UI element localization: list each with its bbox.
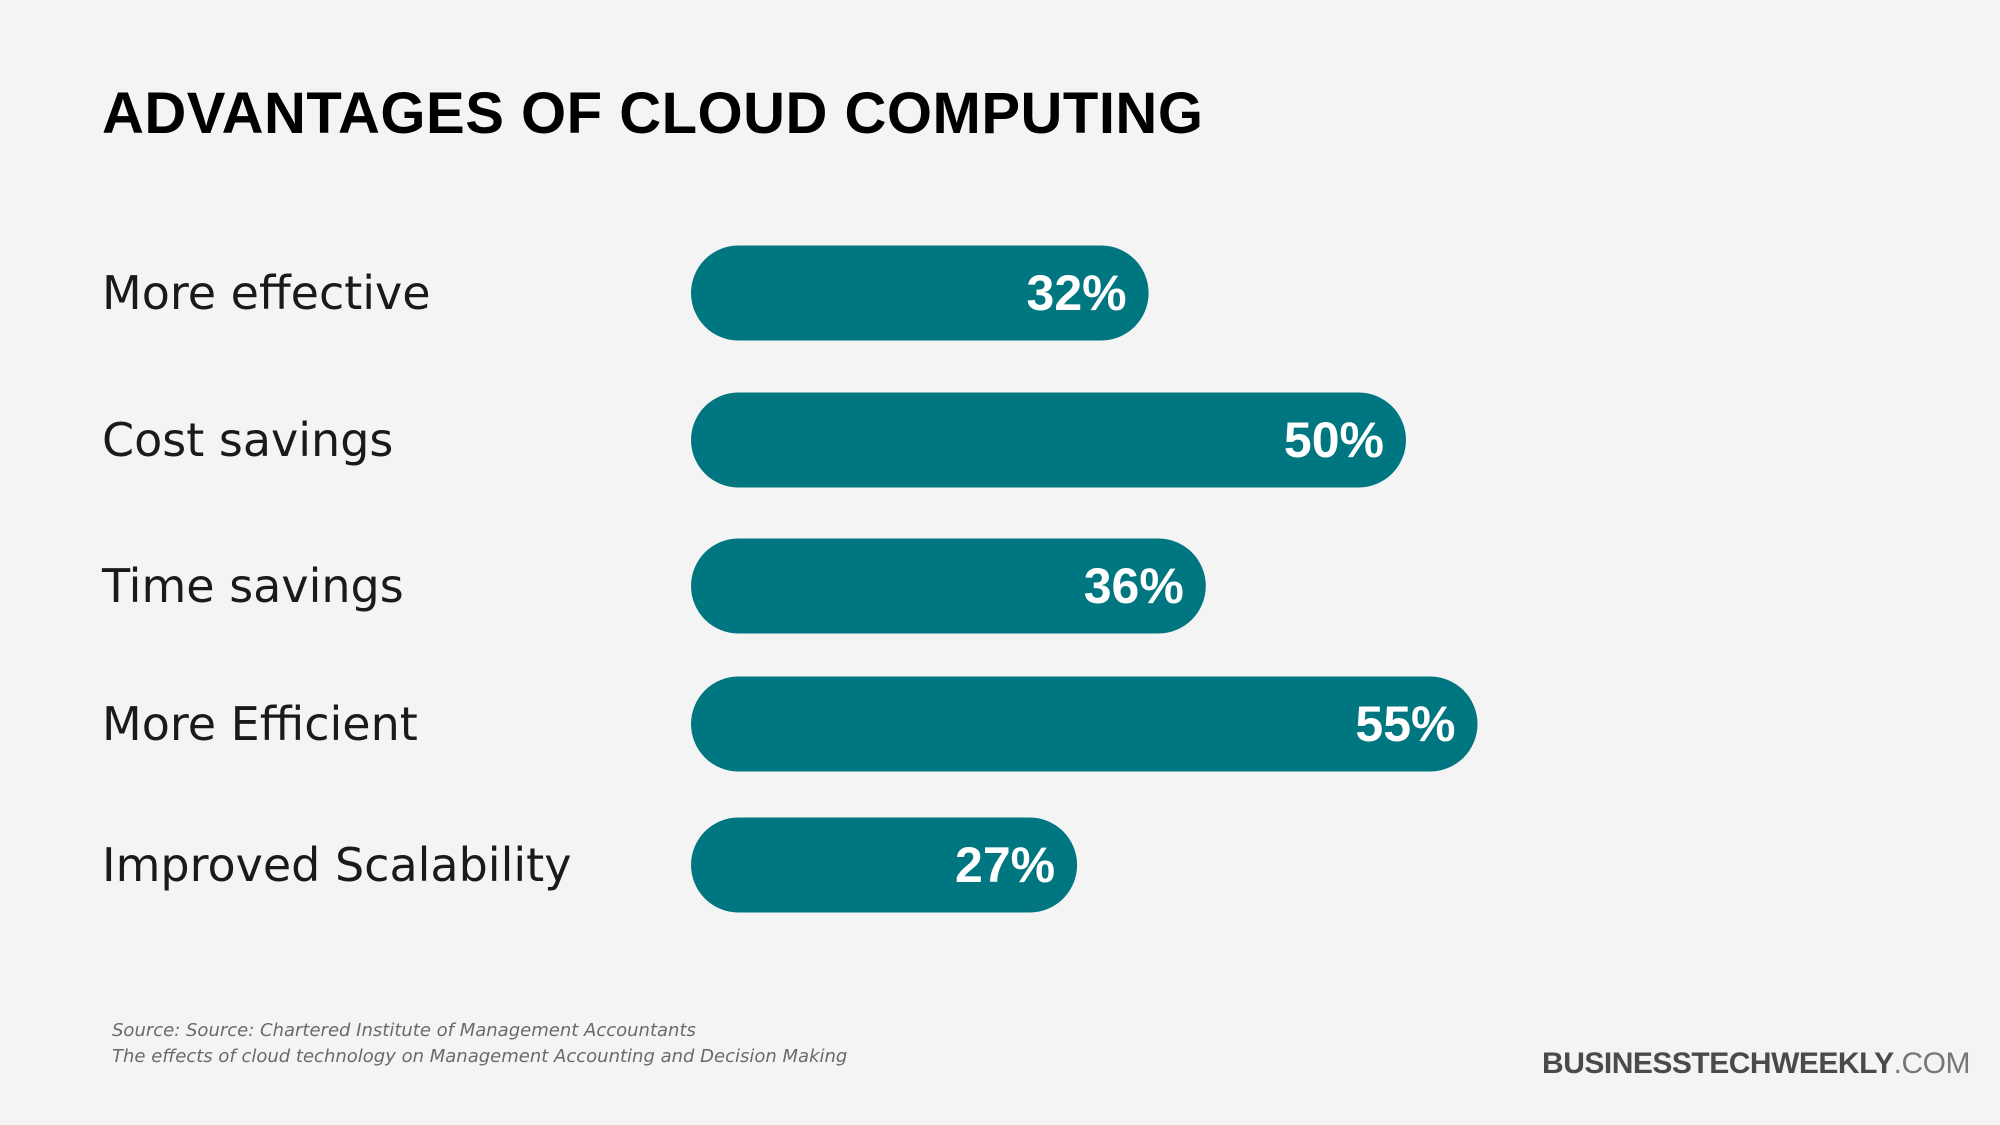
category-label: Improved Scalability [102,838,571,892]
value-label: 50% [1284,412,1384,468]
brand-name: BUSINESSTECHWEEKLY [1542,1047,1894,1080]
brand-suffix: .COM [1893,1047,1971,1080]
category-label: Time savings [101,559,404,613]
bar [691,538,1206,634]
category-label: Cost savings [102,413,393,467]
bar [691,676,1478,772]
value-label: 27% [955,837,1055,893]
value-label: 36% [1084,558,1184,614]
source-note: Source: Source: Chartered Institute of M… [112,1018,847,1070]
category-label: More Efficient [102,697,418,751]
brand-logo: BUSINESSTECHWEEKLY.COM [1542,1047,1970,1081]
source-line-1: Source: Source: Chartered Institute of M… [112,1020,696,1041]
value-label: 55% [1355,696,1455,752]
bar [691,817,1078,913]
bar [691,245,1149,341]
category-label: More effective [102,266,431,320]
chart-title: ADVANTAGES OF CLOUD COMPUTING [102,81,1204,146]
value-label: 32% [1027,265,1127,321]
bar [691,392,1406,488]
source-line-2: The effects of cloud technology on Manag… [112,1046,848,1067]
